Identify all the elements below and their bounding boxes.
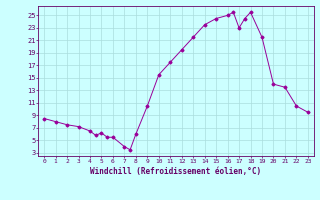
X-axis label: Windchill (Refroidissement éolien,°C): Windchill (Refroidissement éolien,°C) <box>91 167 261 176</box>
